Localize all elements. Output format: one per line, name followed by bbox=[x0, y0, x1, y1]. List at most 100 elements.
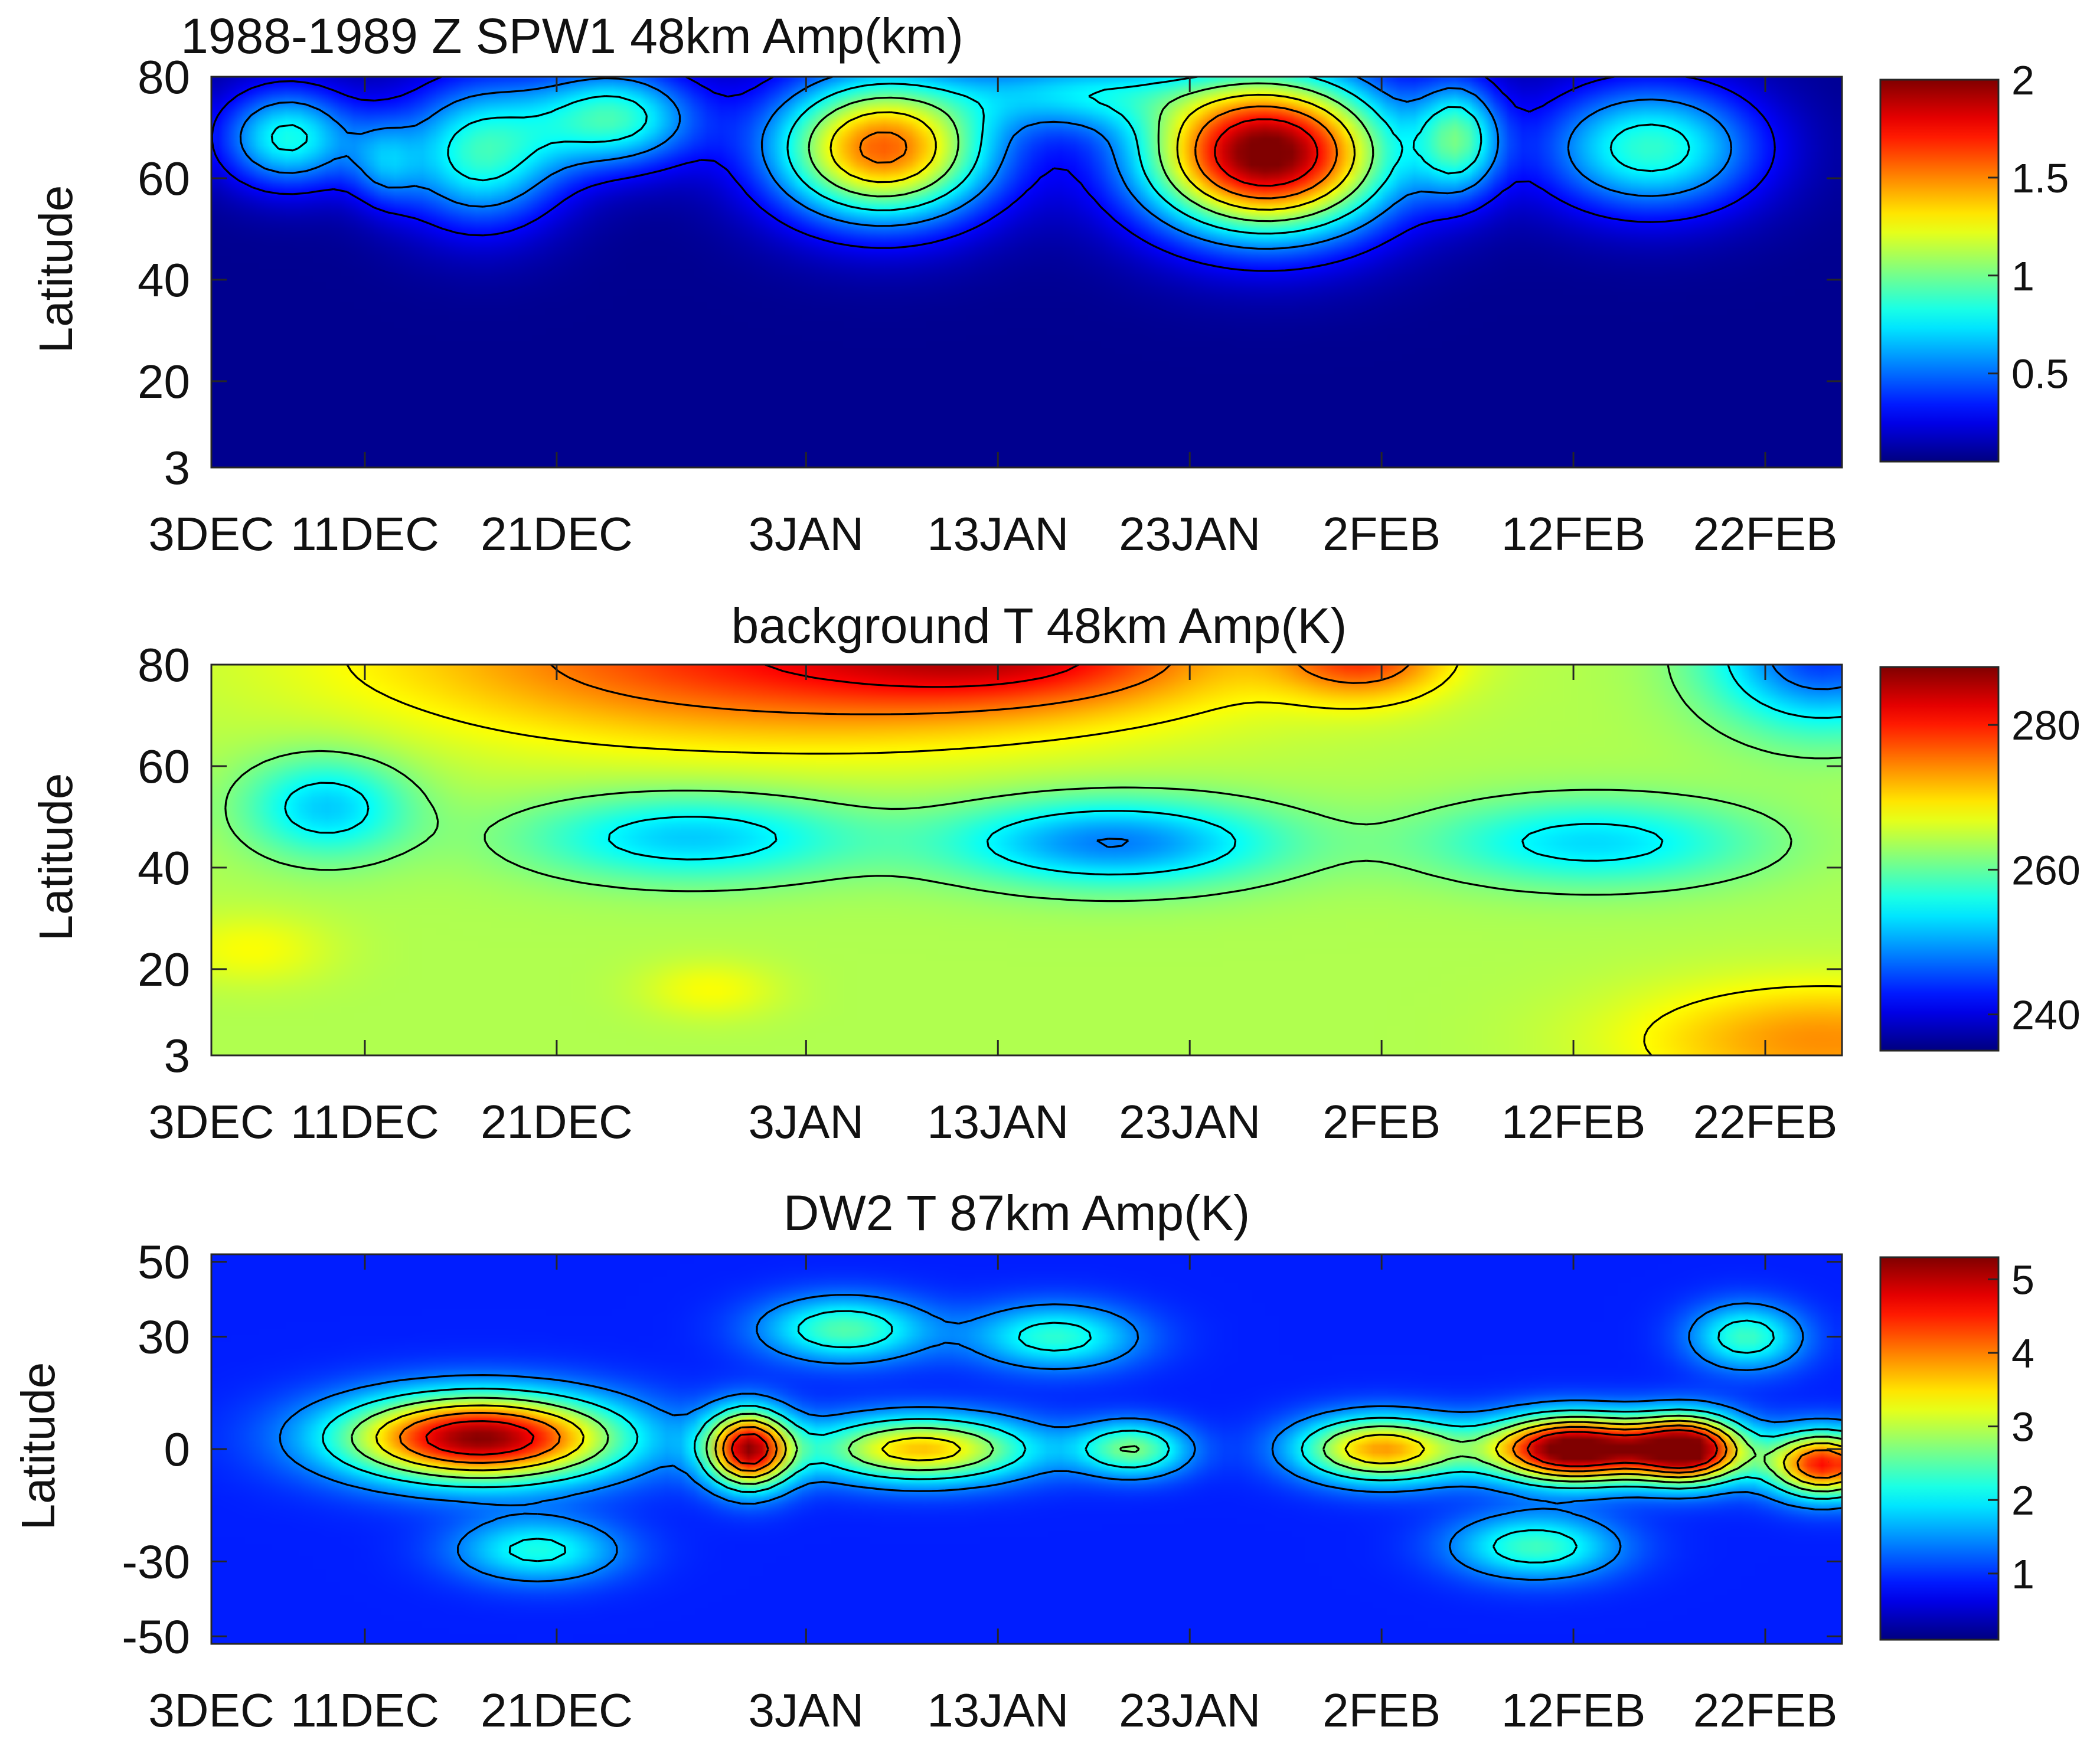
heatmap-plot: 3DEC 11DEC 21DEC 3JAN 13JAN 23JAN 2FEB 12FEB 22F… bbox=[138, 639, 1843, 1148]
colorbar-tick-label: 2 bbox=[2011, 1477, 2034, 1523]
colorbar-tick-label: 280 bbox=[2011, 702, 2081, 748]
contour-lines bbox=[279, 1294, 1843, 1582]
y-axis: 3 20 40 60 80 bbox=[138, 51, 1842, 494]
x-tick-label: 2FEB bbox=[1322, 508, 1441, 560]
x-axis: 3DEC 11DEC 21DEC 3JAN 13JAN 23JAN 2FEB 12FEB 22F… bbox=[148, 1254, 1837, 1737]
heatmap-image bbox=[211, 77, 1842, 467]
contour-line bbox=[211, 76, 1776, 272]
x-tick-label: 21DEC bbox=[481, 508, 633, 560]
contour-line bbox=[399, 1412, 1843, 1479]
colorbar-tick-label: 240 bbox=[2011, 992, 2081, 1038]
y-tick-label: 80 bbox=[138, 639, 190, 691]
panel-z-spw1: 1988-1989 Z SPW1 48km Amp(km) Latitude 3… bbox=[30, 8, 2069, 560]
contour-line bbox=[279, 1294, 1843, 1582]
y-tick-label: 0 bbox=[164, 1423, 191, 1476]
plot-frame bbox=[210, 663, 1843, 1057]
x-tick-label: 2FEB bbox=[1322, 1096, 1441, 1148]
colorbar-tick-label: 0.5 bbox=[2011, 351, 2069, 397]
panel-title: DW2 T 87km Amp(K) bbox=[783, 1185, 1250, 1241]
x-tick-label: 3DEC bbox=[148, 1684, 274, 1737]
contour-line bbox=[284, 664, 1843, 876]
colorbar-frame bbox=[1879, 1256, 2000, 1641]
contour-line bbox=[322, 1310, 1843, 1564]
x-tick-label: 11DEC bbox=[290, 508, 439, 560]
y-tick-label: 40 bbox=[138, 254, 190, 306]
colorbar: 0.5 1 1.5 2 bbox=[1879, 57, 2069, 463]
x-tick-label: 22FEB bbox=[1693, 1684, 1838, 1737]
heatmap-plot: 3DEC 11DEC 21DEC 3JAN 13JAN 23JAN 2FEB 12FEB 22F… bbox=[122, 1236, 1843, 1737]
contour-lines bbox=[224, 663, 1843, 1056]
y-axis: -50 -30 0 30 50 bbox=[122, 1236, 1842, 1663]
x-tick-label: 13JAN bbox=[927, 1684, 1069, 1737]
x-tick-label: 13JAN bbox=[927, 1096, 1069, 1148]
y-axis-label: Latitude bbox=[12, 1362, 64, 1531]
colorbar-tick-label: 1 bbox=[2011, 1551, 2034, 1597]
x-tick-label: 12FEB bbox=[1501, 1096, 1646, 1148]
colorbar-tick-label: 1.5 bbox=[2011, 155, 2069, 201]
y-tick-label: 60 bbox=[138, 152, 190, 205]
x-tick-label: 23JAN bbox=[1119, 508, 1260, 560]
panel-title: background T 48km Amp(K) bbox=[731, 598, 1347, 653]
x-tick-label: 3JAN bbox=[749, 1684, 864, 1737]
contour-line bbox=[224, 664, 1843, 902]
x-tick-label: 22FEB bbox=[1693, 508, 1838, 560]
contour-line bbox=[1214, 118, 1319, 187]
y-tick-label: 3 bbox=[164, 1029, 191, 1082]
x-tick-label: 23JAN bbox=[1119, 1684, 1260, 1737]
contour-lines bbox=[211, 76, 1776, 272]
contour-line bbox=[425, 1420, 1828, 1469]
contour-line bbox=[808, 82, 1374, 223]
y-axis-label: Latitude bbox=[30, 185, 82, 354]
x-tick-label: 21DEC bbox=[481, 1684, 633, 1737]
y-axis-label: Latitude bbox=[30, 773, 82, 941]
y-tick-label: 30 bbox=[138, 1311, 190, 1363]
x-tick-label: 22FEB bbox=[1693, 1096, 1838, 1148]
panel-background-t: background T 48km Amp(K) Latitude 3DEC 11… bbox=[30, 598, 2081, 1148]
y-tick-label: 40 bbox=[138, 842, 190, 894]
x-axis: 3DEC 11DEC 21DEC 3JAN 13JAN 23JAN 2FEB 12FEB 22F… bbox=[148, 77, 1837, 560]
colorbar-tick-label: 5 bbox=[2011, 1257, 2034, 1303]
x-tick-label: 12FEB bbox=[1501, 1684, 1646, 1737]
x-tick-label: 11DEC bbox=[290, 1684, 439, 1737]
colorbar-gradient bbox=[1880, 1257, 1998, 1640]
colorbar-tick-label: 4 bbox=[2011, 1330, 2034, 1376]
colorbar-gradient bbox=[1880, 667, 1998, 1051]
contour-line bbox=[351, 1397, 1843, 1493]
panel-title: 1988-1989 Z SPW1 48km Amp(km) bbox=[181, 8, 964, 64]
y-tick-label: -30 bbox=[122, 1535, 190, 1588]
x-tick-label: 3JAN bbox=[749, 508, 864, 560]
x-tick-label: 3JAN bbox=[749, 1096, 864, 1148]
contour-line bbox=[270, 76, 1690, 235]
x-tick-label: 11DEC bbox=[290, 1096, 439, 1148]
y-tick-label: 20 bbox=[138, 943, 190, 996]
heatmap-image bbox=[211, 1254, 1842, 1644]
colorbar-tick-label: 1 bbox=[2011, 253, 2034, 299]
y-tick-label: 3 bbox=[164, 442, 191, 494]
y-tick-label: 50 bbox=[138, 1236, 190, 1289]
contour-line bbox=[859, 105, 1338, 200]
contour-line bbox=[1096, 664, 1843, 848]
x-tick-label: 12FEB bbox=[1501, 508, 1646, 560]
x-tick-label: 2FEB bbox=[1322, 1684, 1441, 1737]
x-tick-label: 3DEC bbox=[148, 1096, 274, 1148]
y-axis: 3 20 40 60 80 bbox=[138, 639, 1842, 1082]
y-tick-label: 80 bbox=[138, 51, 190, 103]
colorbar-tick-label: 3 bbox=[2011, 1404, 2034, 1450]
contour-line bbox=[375, 1404, 1843, 1486]
colorbar-gradient bbox=[1880, 80, 1998, 462]
heatmap-plot: 3DEC 11DEC 21DEC 3JAN 13JAN 23JAN 2FEB 12FEB 22F… bbox=[138, 51, 1843, 560]
x-axis: 3DEC 11DEC 21DEC 3JAN 13JAN 23JAN 2FEB 12FEB 22F… bbox=[148, 665, 1837, 1148]
x-tick-label: 13JAN bbox=[927, 508, 1069, 560]
colorbar-tick-label: 260 bbox=[2011, 847, 2081, 893]
colorbar-frame bbox=[1879, 666, 2000, 1052]
contour-line bbox=[829, 93, 1356, 211]
colorbar: 240 260 280 bbox=[1879, 666, 2081, 1052]
x-tick-label: 23JAN bbox=[1119, 1096, 1260, 1148]
x-tick-label: 3DEC bbox=[148, 508, 274, 560]
colorbar: 1 2 3 4 5 bbox=[1879, 1256, 2034, 1641]
colorbar-frame bbox=[1879, 79, 2000, 463]
plot-frame bbox=[210, 76, 1843, 469]
y-tick-label: -50 bbox=[122, 1610, 190, 1663]
panel-dw2-t: DW2 T 87km Amp(K) Latitude 3DEC 11DEC 21DE… bbox=[12, 1185, 2034, 1737]
